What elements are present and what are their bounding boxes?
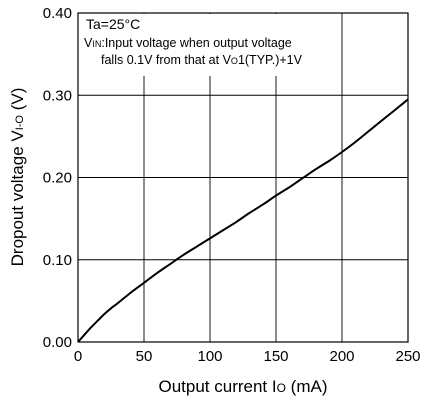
y-axis-label: Dropout voltage VI-O (V) xyxy=(8,88,27,267)
annotation-line2: VIN:Input voltage when output voltage xyxy=(84,36,292,50)
y-tick-label: 0.40 xyxy=(43,5,72,22)
x-tick-label: 0 xyxy=(74,348,82,365)
x-axis-label-sub: O xyxy=(277,381,286,395)
y-axis-label-sub: I-O xyxy=(14,115,26,131)
annotation-line3-rest: 1(TYP.)+1V xyxy=(238,53,303,67)
series-line xyxy=(77,98,409,343)
y-tick-label: 0.20 xyxy=(43,170,72,187)
y-tick-labels: 0.00 0.10 0.20 0.30 0.40 xyxy=(43,5,72,351)
y-axis-label-main: Dropout voltage V xyxy=(8,130,27,267)
y-tick-label: 0.00 xyxy=(43,334,72,351)
x-axis-label-main: Output current I xyxy=(158,377,276,396)
annotation-line2-main: V xyxy=(84,36,93,50)
annotation-line3: falls 0.1V from that at VO1(TYP.)+1V xyxy=(101,53,303,67)
x-tick-label: 250 xyxy=(395,348,420,365)
annotation-line2-sub: IN xyxy=(92,39,101,49)
plot-frame xyxy=(77,12,409,343)
x-tick-label: 150 xyxy=(263,348,288,365)
annotation-line3-sub: O xyxy=(231,56,238,66)
x-axis-label: Output current IO (mA) xyxy=(158,377,327,396)
y-axis-label-unit: (V) xyxy=(8,88,27,115)
y-tick-label: 0.10 xyxy=(43,252,72,269)
annotation-line3-pre: falls 0.1V from that at V xyxy=(101,53,232,67)
annotation-line2-rest: :Input voltage when output voltage xyxy=(101,36,291,50)
x-tick-label: 50 xyxy=(136,348,153,365)
y-tick-label: 0.30 xyxy=(43,87,72,104)
annotation-condition: Ta=25°C xyxy=(86,16,140,32)
x-tick-labels: 0 50 100 150 200 250 xyxy=(74,348,421,365)
x-tick-label: 200 xyxy=(329,348,354,365)
x-axis-label-unit: (mA) xyxy=(286,377,328,396)
annotation-background xyxy=(79,14,341,76)
x-tick-label: 100 xyxy=(197,348,222,365)
